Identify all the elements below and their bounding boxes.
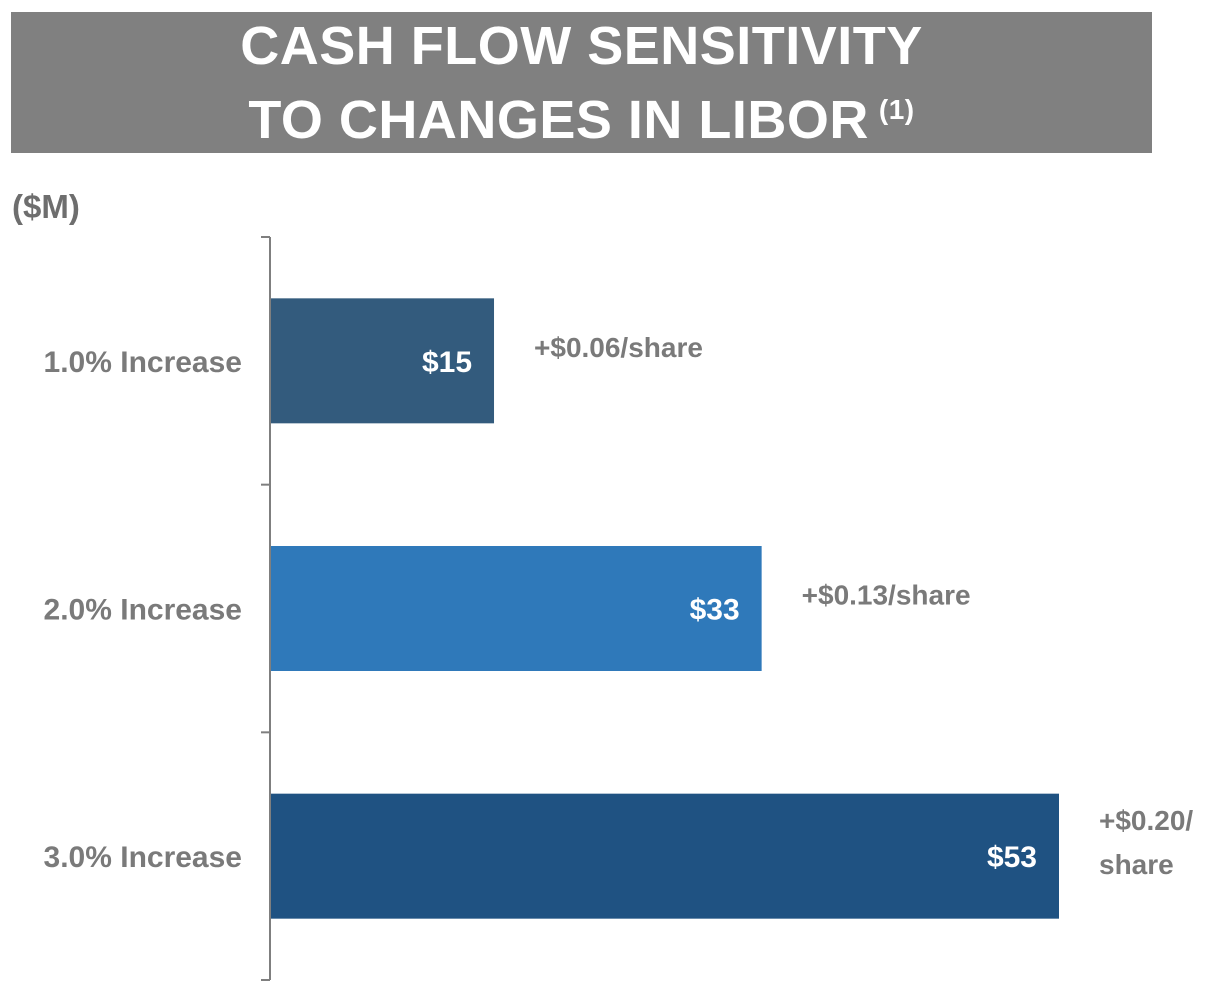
chart-title-line-2: TO CHANGES IN LIBOR (1) — [248, 78, 914, 152]
title-footnote-marker: (1) — [878, 93, 915, 125]
chart-title-banner: CASH FLOW SENSITIVITY TO CHANGES IN LIBO… — [11, 12, 1152, 153]
chart-title-line-2-text: TO CHANGES IN LIBOR — [248, 89, 869, 150]
bar-2 — [271, 546, 762, 671]
value-label: $15 — [422, 346, 472, 379]
per-share-annotation: +$0.13/share — [802, 580, 971, 611]
bar-3 — [271, 793, 1059, 919]
category-label: 1.0% Increase — [44, 346, 242, 379]
category-label: 2.0% Increase — [44, 594, 242, 627]
bar-1 — [271, 298, 495, 424]
value-label: $53 — [987, 841, 1037, 874]
units-label: ($M) — [12, 188, 80, 225]
per-share-annotation: +$0.06/share — [534, 332, 703, 363]
per-share-annotation: +$0.20/ — [1099, 805, 1193, 836]
per-share-annotation: share — [1099, 849, 1174, 880]
category-label: 3.0% Increase — [44, 841, 242, 874]
chart-title-line-1: CASH FLOW SENSITIVITY — [240, 15, 923, 76]
value-label: $33 — [690, 594, 740, 627]
